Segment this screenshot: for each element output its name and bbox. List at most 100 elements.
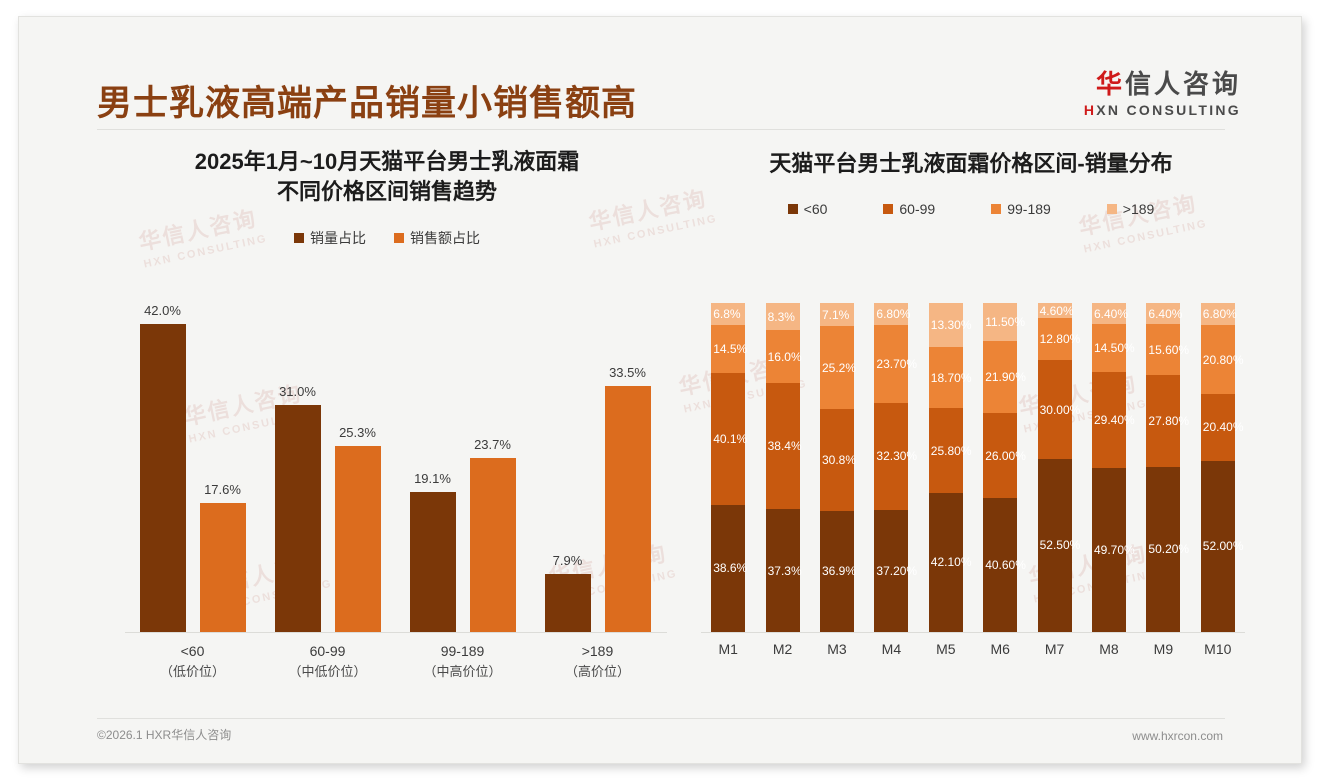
bar-column[interactable]: 7.9% — [544, 303, 591, 632]
stacked-bar-segment[interactable]: 25.2% — [820, 326, 856, 410]
segment-value-label: 32.30% — [876, 449, 918, 464]
bar[interactable] — [334, 446, 381, 632]
segment-value-label: 38.4% — [767, 439, 802, 454]
stacked-bar-segment[interactable]: 37.20% — [874, 509, 917, 632]
stacked-bar-segment[interactable]: 27.80% — [1146, 375, 1189, 467]
stacked-bar-segment[interactable]: 6.40% — [1146, 303, 1182, 325]
bar-column[interactable]: 25.3% — [334, 303, 381, 632]
bar-column[interactable]: 17.6% — [199, 303, 246, 632]
stacked-bar-segment[interactable]: 52.50% — [1037, 458, 1080, 632]
segment-value-label: 18.70% — [930, 370, 972, 385]
bar[interactable] — [604, 386, 651, 632]
left-chart-title: 2025年1月~10月天猫平台男士乳液面霜 不同价格区间销售趋势 — [97, 147, 677, 206]
right-chart-legend: <60 60-99 99-189 >189 — [691, 201, 1251, 217]
bar[interactable] — [469, 458, 516, 632]
stacked-bar-segment[interactable]: 11.50% — [983, 303, 1025, 341]
footer-website: www.hxrcon.com — [1132, 729, 1223, 743]
stacked-bar-segment[interactable]: 12.80% — [1037, 318, 1080, 361]
stacked-bar-segment[interactable]: 40.1% — [711, 373, 747, 505]
stacked-bar-segment[interactable]: 42.10% — [928, 493, 972, 632]
stacked-bar-segment[interactable]: 30.00% — [1037, 360, 1080, 459]
stacked-bar-column[interactable]: 13.30% 18.70% 25.80% 42.10% — [928, 303, 972, 632]
segment-value-label: 20.40% — [1202, 420, 1244, 435]
bar-column[interactable]: 31.0% — [274, 303, 321, 632]
stacked-bar-column[interactable]: 4.60% 12.80% 30.00% 52.50% — [1037, 303, 1080, 632]
bar-column[interactable]: 42.0% — [139, 303, 186, 632]
segment-value-label: 12.80% — [1039, 332, 1081, 347]
legend-item-right-1[interactable]: 60-99 — [883, 201, 935, 217]
stacked-bar-segment[interactable]: 6.8% — [711, 303, 746, 326]
logo-english-name: HXN CONSULTING — [1084, 102, 1241, 118]
x-axis-month-label: M5 — [936, 641, 956, 657]
stacked-bar-segment[interactable]: 14.5% — [711, 325, 747, 374]
bar[interactable] — [409, 491, 456, 632]
bar-column[interactable]: 23.7% — [469, 303, 516, 632]
segment-value-label: 6.40% — [1094, 306, 1129, 321]
x-axis-category-main: 60-99 — [309, 643, 346, 659]
stacked-bar-segment[interactable]: 21.90% — [983, 340, 1026, 413]
logo-en-accent: H — [1083, 102, 1097, 119]
stacked-bar-segment[interactable]: 38.4% — [765, 382, 802, 510]
stacked-bar-segment[interactable]: 49.70% — [1092, 468, 1135, 632]
stacked-bar-column[interactable]: 6.80% 23.70% 32.30% 37.20% — [874, 303, 917, 632]
bar-column[interactable]: 19.1% — [409, 303, 456, 632]
stacked-bar-segment[interactable]: 23.70% — [874, 325, 917, 404]
stacked-bar-column[interactable]: 11.50% 21.90% 26.00% 40.60% — [983, 303, 1026, 632]
legend-item-left-0[interactable]: 销量占比 — [294, 228, 366, 248]
legend-item-right-0[interactable]: <60 — [787, 201, 827, 217]
stacked-bar-column[interactable]: 6.40% 15.60% 27.80% 50.20% — [1146, 303, 1189, 632]
stacked-bar-segment[interactable]: 14.50% — [1092, 324, 1135, 372]
segment-value-label: 4.60% — [1039, 303, 1074, 318]
segment-value-label: 8.3% — [767, 309, 795, 324]
segment-value-label: 26.00% — [985, 448, 1026, 463]
logo-chinese-name: 华信人咨询 — [1084, 70, 1241, 98]
legend-item-right-2[interactable]: 99-189 — [991, 201, 1051, 217]
stacked-bar-segment[interactable]: 8.3% — [765, 303, 800, 331]
stacked-bar-segment[interactable]: 13.30% — [928, 303, 972, 347]
stacked-bar-segment[interactable]: 4.60% — [1037, 303, 1074, 319]
stacked-bar-segment[interactable]: 20.40% — [1200, 393, 1244, 461]
stacked-bar-segment[interactable]: 52.00% — [1200, 460, 1244, 632]
bar[interactable] — [274, 404, 321, 632]
x-axis-category-label: 60-99 （中低价位） — [260, 641, 395, 682]
stacked-bar-column[interactable]: 7.1% 25.2% 30.8% 36.9% — [820, 303, 857, 632]
bar-value-label: 7.9% — [552, 553, 583, 569]
legend-swatch-icon — [1106, 203, 1117, 214]
legend-item-left-1[interactable]: 销售额占比 — [394, 228, 480, 248]
stacked-bar-segment[interactable]: 36.9% — [820, 510, 857, 632]
stacked-bar-segment[interactable]: 20.80% — [1200, 325, 1244, 394]
segment-value-label: 38.6% — [713, 561, 748, 576]
legend-label: 销量占比 — [310, 230, 366, 247]
stacked-bar-segment[interactable]: 6.80% — [874, 303, 910, 326]
stacked-bar-segment[interactable]: 29.40% — [1092, 371, 1135, 469]
stacked-bar-segment[interactable]: 37.3% — [765, 509, 802, 632]
bar[interactable] — [139, 324, 186, 632]
legend-swatch-icon — [394, 233, 404, 244]
stacked-bar-segment[interactable]: 38.6% — [711, 504, 748, 632]
stacked-bar-segment[interactable]: 40.60% — [983, 498, 1026, 632]
segment-value-label: 52.00% — [1202, 539, 1244, 554]
stacked-bar-segment[interactable]: 6.40% — [1092, 303, 1129, 325]
bar-column[interactable]: 33.5% — [604, 303, 651, 632]
stacked-bar-column[interactable]: 6.40% 14.50% 29.40% 49.70% — [1092, 303, 1135, 632]
stacked-bar-column[interactable]: 6.80% 20.80% 20.40% 52.00% — [1200, 303, 1244, 632]
stacked-bar-segment[interactable]: 15.60% — [1146, 324, 1189, 376]
x-axis-month-label: M3 — [827, 641, 847, 657]
stacked-bar-segment[interactable]: 50.20% — [1146, 466, 1189, 632]
bar[interactable] — [544, 574, 591, 632]
legend-item-right-3[interactable]: >189 — [1106, 201, 1154, 217]
bar[interactable] — [199, 502, 246, 632]
stacked-bar-segment[interactable]: 32.30% — [874, 403, 917, 510]
stacked-bar-segment[interactable]: 25.80% — [928, 408, 972, 494]
stacked-bar-segment[interactable]: 26.00% — [983, 412, 1026, 499]
legend-label: 99-189 — [1007, 200, 1051, 217]
stacked-bar-segment[interactable]: 18.70% — [928, 346, 972, 409]
stacked-bar-segment[interactable]: 16.0% — [765, 330, 802, 383]
stacked-bar-segment[interactable]: 6.80% — [1200, 303, 1237, 326]
stacked-bar-column[interactable]: 8.3% 16.0% 38.4% 37.3% — [765, 303, 802, 632]
stacked-bar-segment[interactable]: 30.8% — [820, 409, 856, 511]
stacked-bar-segment[interactable]: 7.1% — [820, 303, 854, 327]
stacked-bar-column[interactable]: 6.8% 14.5% 40.1% 38.6% — [711, 303, 748, 632]
left-chart-legend: 销量占比 销售额占比 — [97, 228, 677, 248]
segment-value-label: 36.9% — [822, 564, 857, 579]
